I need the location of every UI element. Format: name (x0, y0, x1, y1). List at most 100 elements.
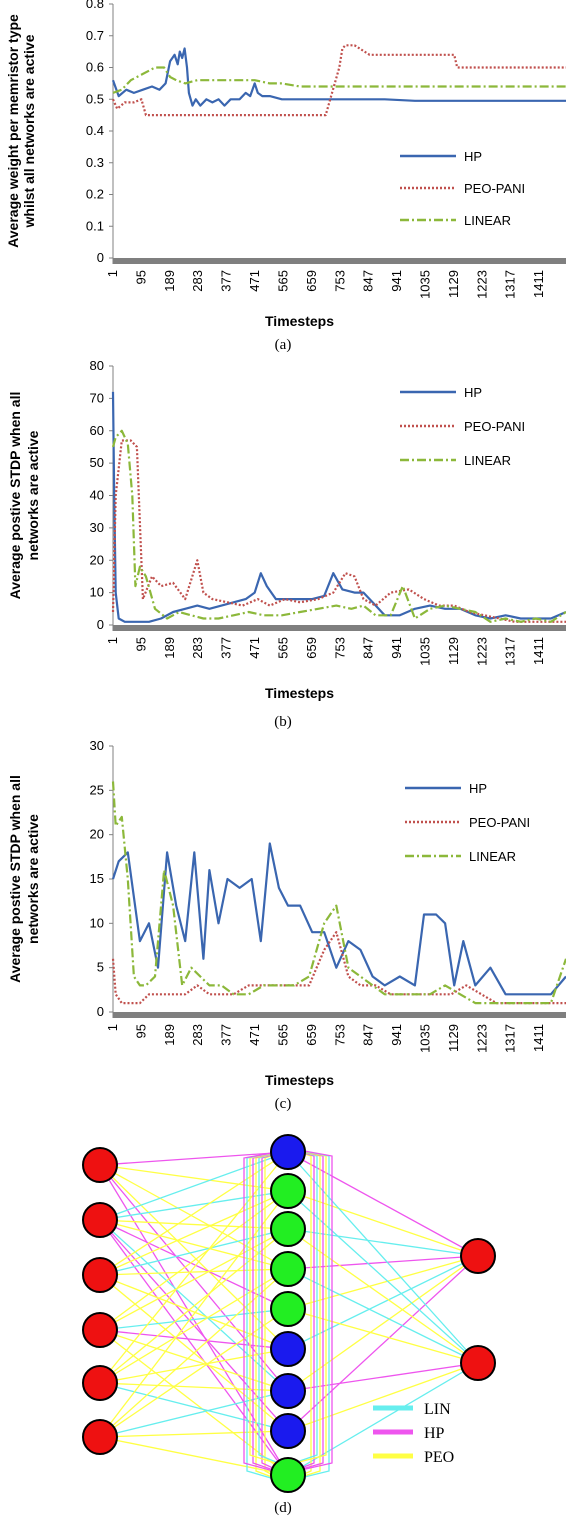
connection-edge (99, 1382, 289, 1432)
connection-edge (99, 1190, 289, 1438)
hidden-node (270, 1134, 306, 1170)
y-tick-label: 0 (97, 250, 104, 265)
legend-label-peo: PEO (424, 1449, 454, 1466)
network-diagram: LIN HP PEO (d) (82, 1134, 496, 1516)
x-tick-label: 1223 (474, 270, 489, 299)
series-line-hp (111, 842, 566, 996)
connection-edge (99, 1268, 289, 1276)
legend-label-peo-pani: PEO-PANI (469, 815, 530, 830)
x-tick-label: 659 (304, 637, 319, 659)
network-legend: LIN HP PEO (373, 1401, 454, 1466)
connection-edge (99, 1228, 289, 1276)
y-tick-label: 0.5 (86, 91, 104, 106)
x-tick-label: 753 (332, 270, 347, 292)
connection-edge (99, 1164, 289, 1192)
output-node (460, 1345, 496, 1381)
input-node (82, 1257, 118, 1293)
connection-edge (99, 1164, 289, 1270)
x-tick-label: 1129 (446, 637, 461, 665)
y-tick-label: 0.4 (86, 123, 104, 138)
connection-edge (99, 1190, 289, 1276)
y-tick-label: 20 (90, 552, 104, 567)
hidden-node (270, 1291, 306, 1327)
x-tick-label: 189 (162, 1024, 177, 1046)
x-tick-label: 1 (105, 637, 120, 644)
x-tick-label: 1317 (503, 637, 518, 666)
x-tick-label: 1 (105, 270, 120, 277)
connection-edge (99, 1228, 289, 1384)
y-tick-label: 10 (90, 915, 104, 930)
x-tick-label: 659 (304, 1024, 319, 1046)
x-tick-label: 1 (105, 1024, 120, 1031)
output-node (460, 1238, 496, 1274)
connection-edge (99, 1329, 289, 1476)
caption-a: (a) (275, 337, 292, 353)
x-tick-label: 1223 (474, 1024, 489, 1053)
x-tick-label: 189 (162, 270, 177, 292)
series-line-peo-pani (111, 44, 566, 117)
x-axis-band (113, 1012, 566, 1018)
connection-edge (99, 1308, 289, 1331)
y-tick-label: 25 (90, 782, 104, 797)
y-tick-label: 0.8 (86, 0, 104, 11)
x-tick-label: 95 (133, 637, 148, 651)
connection-edge (99, 1190, 289, 1331)
x-axis-band (113, 625, 566, 631)
x-axis-band (113, 258, 566, 264)
x-tick-label: 471 (247, 270, 262, 292)
input-node (82, 1147, 118, 1183)
connection-edge (99, 1219, 289, 1310)
connection-edge (99, 1219, 289, 1230)
x-tick-label: 1035 (417, 1024, 432, 1053)
x-tick-label: 471 (247, 1024, 262, 1046)
x-tick-label: 377 (219, 1024, 234, 1046)
x-tick-label: 283 (190, 637, 205, 659)
hidden-loop-edge (243, 1147, 333, 1476)
series-line-linear (112, 66, 566, 94)
x-tick-label: 941 (389, 270, 404, 292)
caption-d: (d) (274, 1500, 292, 1516)
connection-edge (99, 1348, 289, 1384)
x-tick-label: 1411 (531, 1024, 546, 1052)
legend-label-peo-pani: PEO-PANI (464, 419, 525, 434)
y-axis-title: Average postive STDP when all (7, 775, 23, 983)
y-tick-label: 50 (90, 455, 104, 470)
x-tick-label: 565 (275, 637, 290, 659)
y-tick-label: 15 (90, 871, 104, 886)
chart-c: 0 5 10 15 20 25 30 1 95 189 283 377 471 565 659 753 847 9… (7, 738, 566, 1112)
x-tick-label: 95 (133, 1024, 148, 1038)
x-tick-label: 1317 (503, 270, 518, 299)
y-tick-label: 0.3 (86, 155, 104, 170)
connection-edge (99, 1219, 289, 1270)
x-tick-label: 941 (389, 637, 404, 659)
input-node (82, 1312, 118, 1348)
hidden-node (270, 1373, 306, 1409)
legend-label-hp: HP (424, 1425, 445, 1442)
x-tick-label: 189 (162, 637, 177, 659)
x-tick-label: 753 (332, 637, 347, 659)
x-tick-label: 565 (275, 1024, 290, 1046)
y-tick-label: 0.7 (86, 28, 104, 43)
y-tick-label: 60 (90, 423, 104, 438)
x-tick-label: 95 (133, 270, 148, 284)
connection-edge (99, 1151, 289, 1276)
legend-label-linear: LINEAR (464, 453, 511, 468)
connection-edge (99, 1164, 289, 1350)
network-nodes (82, 1134, 496, 1493)
connection-edge (99, 1268, 289, 1384)
series-line-peo-pani (111, 931, 566, 1005)
y-tick-label: 0 (97, 617, 104, 632)
caption-c: (c) (275, 1096, 292, 1112)
y-tick-label: 0.2 (86, 187, 104, 202)
legend-label-lin: LIN (424, 1401, 451, 1418)
input-node (82, 1365, 118, 1401)
x-tick-label: 753 (332, 1024, 347, 1046)
y-tick-label: 0.6 (86, 60, 104, 75)
x-tick-label: 847 (361, 1024, 376, 1046)
legend-label-peo-pani: PEO-PANI (464, 181, 525, 196)
y-tick-label: 30 (90, 520, 104, 535)
x-tick-label: 377 (219, 270, 234, 292)
chart-a: 0 0.1 0.2 0.3 0.4 0.5 0.6 0.7 0.8 1 95 189 283 377 471… (5, 0, 566, 353)
connection-edge (99, 1151, 289, 1166)
